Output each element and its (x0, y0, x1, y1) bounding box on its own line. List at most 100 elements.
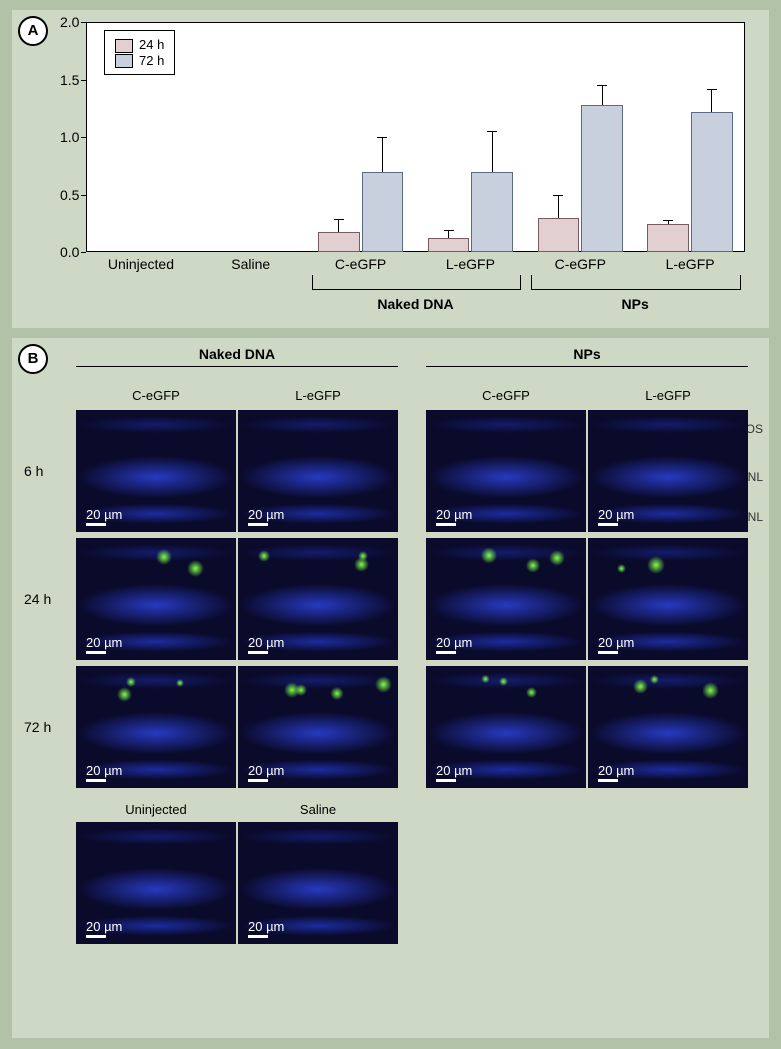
chart-legend: 24 h72 h (104, 30, 175, 75)
error-bar (558, 195, 559, 218)
scale-label: 20 µm (598, 763, 634, 778)
error-cap (553, 195, 563, 196)
scale-label: 20 µm (598, 507, 634, 522)
bar (471, 172, 513, 253)
micrograph-tile: 20 µm (426, 410, 586, 532)
gfp-signal (633, 679, 648, 694)
y-tick: 0.0 (60, 244, 79, 260)
error-cap (377, 137, 387, 138)
gfp-signal (156, 549, 171, 564)
micrograph-tile: 20 µm (76, 822, 236, 944)
error-bar (711, 89, 712, 112)
micrograph-tile: 20 µm (588, 666, 748, 788)
panel-a: A Relative expression 0.00.51.01.52.0Uni… (12, 10, 769, 328)
bar-chart (86, 22, 745, 252)
scale-bar (436, 523, 456, 526)
gfp-signal (702, 682, 719, 699)
y-tick: 1.5 (60, 72, 79, 88)
scale-label: 20 µm (86, 507, 122, 522)
scale-label: 20 µm (248, 635, 284, 650)
scale-label: 20 µm (248, 919, 284, 934)
error-bar (338, 219, 339, 233)
panel-b: B Naked DNANPsC-eGFPL-eGFPC-eGFPL-eGFP6 … (12, 338, 769, 1038)
x-tick: Saline (231, 256, 270, 272)
group-bracket (312, 275, 522, 290)
legend-item: 72 h (115, 53, 164, 69)
gfp-signal (258, 550, 269, 561)
row-label: 72 h (24, 719, 51, 735)
group-label: Naked DNA (377, 296, 453, 312)
legend-swatch (115, 54, 133, 68)
x-tick: C-eGFP (555, 256, 606, 272)
error-cap (707, 89, 717, 90)
header-underline (426, 366, 748, 367)
gfp-signal (647, 556, 665, 574)
gfp-signal (330, 687, 344, 701)
x-tick: L-eGFP (446, 256, 495, 272)
scale-label: 20 µm (86, 635, 122, 650)
micrograph-tile: 20 µm (426, 538, 586, 660)
bar (538, 218, 580, 253)
scale-bar (248, 779, 268, 782)
error-cap (444, 230, 454, 231)
gfp-signal (481, 675, 489, 683)
scale-bar (86, 651, 106, 654)
scale-label: 20 µm (248, 507, 284, 522)
gfp-signal (375, 676, 392, 693)
y-tick: 2.0 (60, 14, 79, 30)
scale-bar (248, 651, 268, 654)
header-underline (76, 366, 398, 367)
gfp-signal (187, 560, 204, 577)
bar (581, 105, 623, 252)
panel-b-badge: B (18, 344, 48, 374)
micrograph-tile: 20 µm (588, 410, 748, 532)
scale-bar (436, 779, 456, 782)
micrograph-tile: 20 µm (588, 538, 748, 660)
micrograph-tile: 20 µm (76, 410, 236, 532)
bar (318, 232, 360, 252)
y-tick: 1.0 (60, 129, 79, 145)
bar (691, 112, 733, 252)
layer-label: OS (746, 422, 763, 436)
y-tick-mark (81, 80, 86, 81)
error-bar (602, 85, 603, 105)
error-bar (448, 230, 449, 238)
column-header: C-eGFP (132, 388, 180, 403)
x-tick: L-eGFP (666, 256, 715, 272)
column-header: C-eGFP (482, 388, 530, 403)
legend-label: 72 h (139, 53, 164, 68)
gfp-signal (284, 682, 300, 698)
figure-page: A Relative expression 0.00.51.01.52.0Uni… (0, 0, 781, 1049)
gfp-signal (126, 677, 136, 687)
gfp-signal (526, 558, 540, 572)
legend-swatch (115, 39, 133, 53)
scale-bar (86, 523, 106, 526)
scale-label: 20 µm (86, 763, 122, 778)
micrograph-tile: 20 µm (238, 410, 398, 532)
gfp-signal (526, 687, 537, 698)
scale-bar (436, 651, 456, 654)
y-tick: 0.5 (60, 187, 79, 203)
error-cap (663, 220, 673, 221)
error-cap (487, 131, 497, 132)
control-label: Uninjected (125, 802, 186, 817)
column-header: L-eGFP (645, 388, 691, 403)
y-tick-mark (81, 252, 86, 253)
error-bar (382, 137, 383, 172)
y-tick-mark (81, 137, 86, 138)
row-label: 6 h (24, 463, 43, 479)
bar (647, 224, 689, 252)
gfp-signal (617, 564, 626, 573)
micrograph-tile: 20 µm (238, 822, 398, 944)
scale-label: 20 µm (598, 635, 634, 650)
bar (362, 172, 404, 253)
scale-bar (248, 935, 268, 938)
micrograph-tile: 20 µm (76, 538, 236, 660)
micrograph-tile: 20 µm (238, 666, 398, 788)
group-label: NPs (622, 296, 649, 312)
gfp-signal (499, 677, 508, 686)
scale-label: 20 µm (436, 763, 472, 778)
error-cap (334, 219, 344, 220)
group-bracket (531, 275, 741, 290)
scale-bar (598, 779, 618, 782)
